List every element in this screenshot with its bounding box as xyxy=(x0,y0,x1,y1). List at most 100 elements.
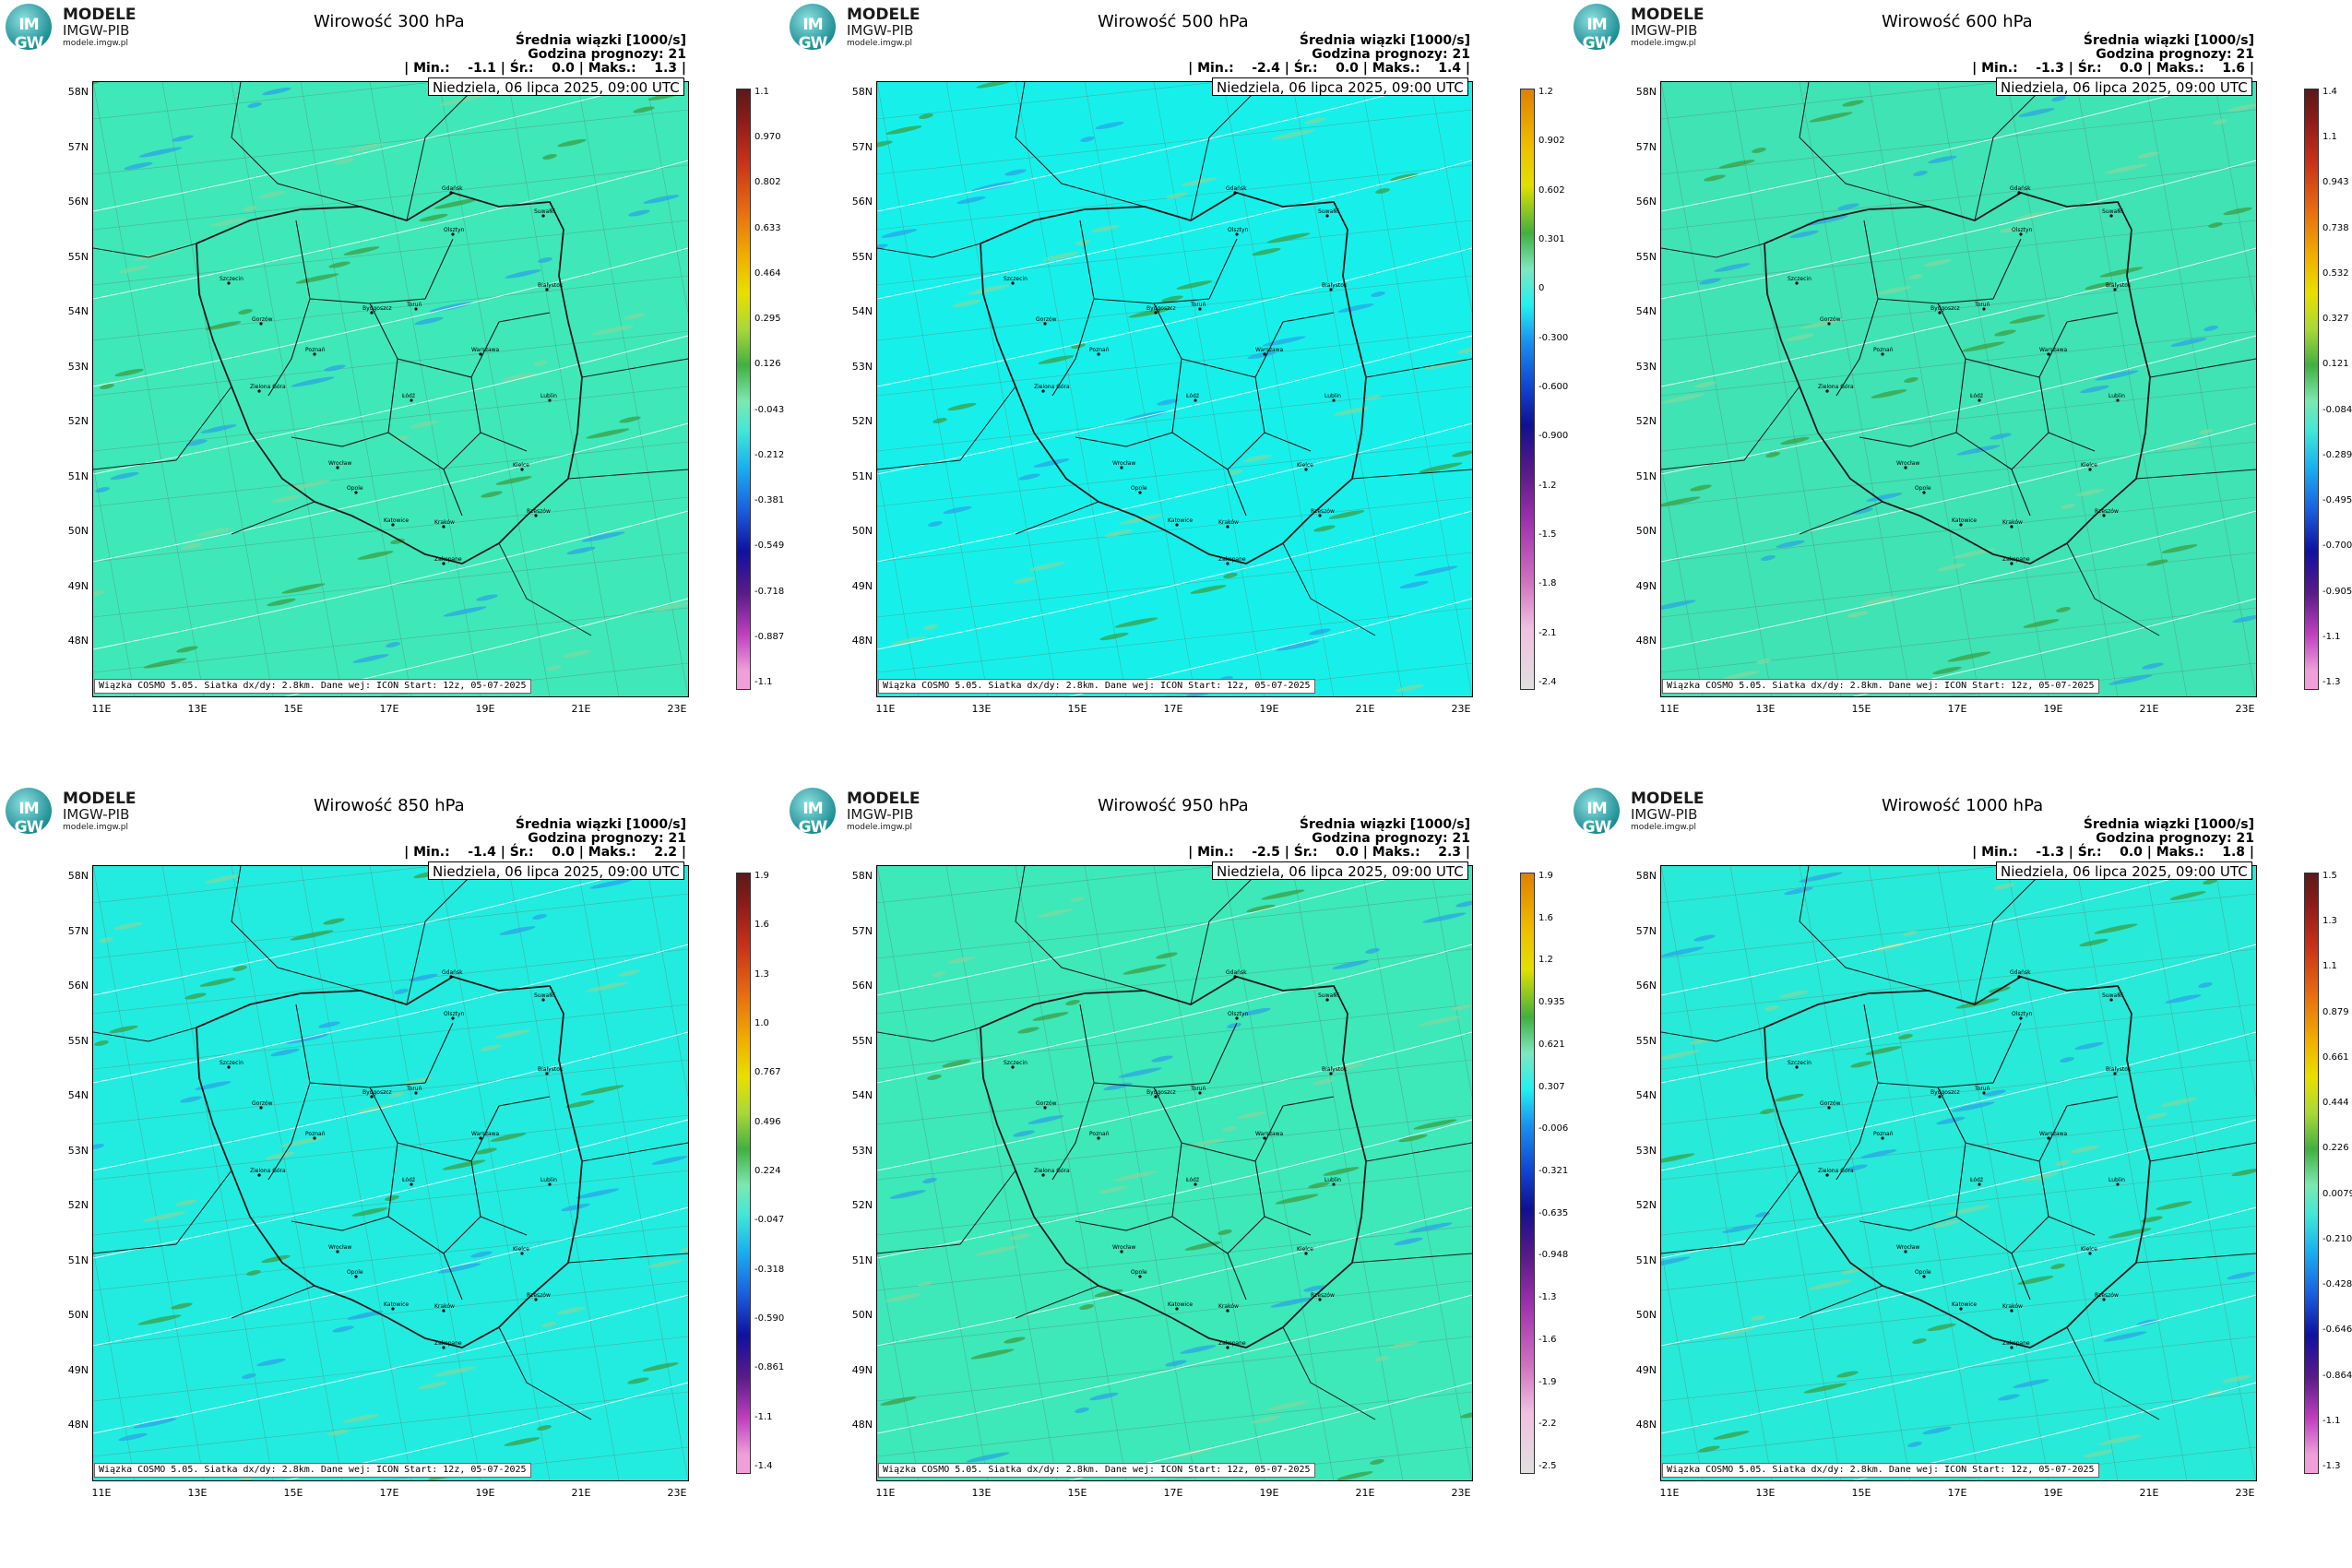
city-label: Olsztyn xyxy=(1228,227,1249,233)
latitude-tick: 50N xyxy=(1635,1309,1657,1321)
stat-label: Średnia wiązki [1000/s] xyxy=(1299,817,1470,832)
forecast-hour: Godzina prognozy: 21 xyxy=(528,831,686,846)
city-dot xyxy=(1011,281,1015,285)
city-dot xyxy=(2088,468,2092,471)
colorbar-tick: -0.887 xyxy=(754,631,785,642)
city-dot xyxy=(1194,1182,1197,1186)
city-dot xyxy=(1959,523,1963,527)
city-dot xyxy=(2113,1072,2117,1075)
city-dot xyxy=(1329,1072,1333,1075)
colorbar-tick: -1.1 xyxy=(2322,1415,2341,1426)
colorbar-tick: -0.321 xyxy=(1538,1166,1569,1176)
city-dot xyxy=(1825,389,1829,393)
colorbar-tick: 0.767 xyxy=(754,1067,781,1078)
city-label: Zielona Góra xyxy=(1818,384,1854,390)
city-dot xyxy=(410,398,413,402)
city-dot xyxy=(520,468,524,471)
colorbar-tick: 1.2 xyxy=(1538,87,1553,97)
logo-line2: IMGW-PIB xyxy=(63,806,130,823)
city-label: Kielce xyxy=(513,462,529,469)
colorbar-tick: 0.224 xyxy=(754,1166,781,1176)
city-label: Wrocław xyxy=(328,1244,351,1251)
colorbar-tick: 1.1 xyxy=(754,87,769,97)
city-dot xyxy=(257,1173,261,1177)
city-dot xyxy=(1318,514,1322,517)
city-dot xyxy=(1978,1182,1981,1186)
colorbar-tick: -1.3 xyxy=(2322,1461,2341,1471)
colorbar-tick: -0.861 xyxy=(754,1362,785,1373)
colorbar-tick: 0 xyxy=(1538,283,1545,294)
imgw-logo-mark: IM GW xyxy=(6,4,52,53)
city-label: Katowice xyxy=(1952,1301,1977,1308)
city-dot xyxy=(227,281,231,285)
city-dot xyxy=(1904,466,1907,469)
longitude-tick: 17E xyxy=(1163,703,1183,715)
city-dot xyxy=(1041,1173,1045,1177)
colorbar-tick: -0.700 xyxy=(2322,540,2352,552)
city-dot xyxy=(2019,232,2023,236)
colorbar-tick: -0.381 xyxy=(754,495,785,506)
longitude-tick: 15E xyxy=(1851,1487,1871,1499)
city-dot xyxy=(2047,352,2050,356)
city-dot xyxy=(1881,1136,1884,1140)
city-dot xyxy=(2010,1346,2013,1349)
model-info: Wiązka COSMO 5.05. Siatka dx/dy: 2.8km. … xyxy=(94,1463,531,1478)
city-label: Suwałki xyxy=(2102,992,2123,999)
longitude-tick: 23E xyxy=(1451,703,1471,715)
colorbar-tick: 0.532 xyxy=(2322,267,2349,279)
longitude-tick: 15E xyxy=(1851,703,1871,715)
forecast-hour: Godzina prognozy: 21 xyxy=(2096,47,2254,62)
city-label: Rzeszów xyxy=(1311,1292,1335,1299)
city-label: Zielona Góra xyxy=(250,1168,286,1174)
colorbar-tick: 1.2 xyxy=(1538,955,1553,966)
longitude-tick: 13E xyxy=(971,1487,992,1499)
city-label: Wrocław xyxy=(328,460,351,467)
colorbar-tick: -1.3 xyxy=(1538,1292,1557,1303)
city-label: Poznań xyxy=(1873,1131,1894,1137)
city-dot xyxy=(1329,288,1333,291)
city-label: Kielce xyxy=(513,1246,529,1253)
city-label: Katowice xyxy=(1168,1301,1193,1308)
city-dot xyxy=(1175,1307,1179,1311)
city-label: Toruń xyxy=(406,1086,422,1092)
latitude-tick: 57N xyxy=(67,140,89,153)
map-panel: IM GW MODELE IMGW-PIB modele.imgw.pl Wir… xyxy=(0,0,784,784)
latitude-tick: 55N xyxy=(1635,1034,1657,1047)
colorbar-tick: 0.738 xyxy=(2322,222,2349,233)
longitude-tick: 21E xyxy=(1355,1487,1375,1499)
city-label: Wrocław xyxy=(1112,460,1135,467)
colorbar-tick: 0.496 xyxy=(754,1116,781,1127)
imgw-logo: IM GW MODELE IMGW-PIB modele.imgw.pl xyxy=(6,788,144,837)
model-info: Wiązka COSMO 5.05. Siatka dx/dy: 2.8km. … xyxy=(878,679,1315,694)
longitude-tick: 17E xyxy=(379,703,399,715)
city-label: Rzeszów xyxy=(2095,508,2119,515)
city-label: Bydgoszcz xyxy=(1930,305,1960,312)
model-info: Wiązka COSMO 5.05. Siatka dx/dy: 2.8km. … xyxy=(1662,1463,2099,1478)
longitude-tick: 15E xyxy=(1067,1487,1087,1499)
city-label: Bydgoszcz xyxy=(1146,305,1176,312)
city-label: Warszawa xyxy=(1255,1131,1284,1137)
longitude-tick: 11E xyxy=(1659,1487,1680,1499)
map-panel: IM GW MODELE IMGW-PIB modele.imgw.pl Wir… xyxy=(784,0,1568,784)
imgw-logo-mark: IM GW xyxy=(790,788,836,837)
city-dot xyxy=(1827,322,1831,326)
city-label: Wrocław xyxy=(1112,1244,1135,1251)
city-label: Kraków xyxy=(1218,519,1239,526)
latitude-tick: 50N xyxy=(1635,525,1657,537)
colorbar-tick: -0.718 xyxy=(754,586,785,597)
city-label: Zakopane xyxy=(434,1340,462,1347)
city-dot xyxy=(2109,998,2113,1002)
city-label: Gdańsk xyxy=(2010,969,2031,976)
city-label: Suwałki xyxy=(534,208,555,215)
city-dot xyxy=(1011,1065,1015,1069)
colorbar-tick: -0.210 xyxy=(2322,1233,2352,1244)
city-dot xyxy=(1120,1250,1123,1253)
stat-label: Średnia wiązki [1000/s] xyxy=(2083,817,2254,832)
city-dot xyxy=(1922,1275,1926,1278)
colorbar xyxy=(1520,873,1535,1474)
latitude-tick: 50N xyxy=(851,525,873,537)
valid-date: Niedziela, 06 lipca 2025, 09:00 UTC xyxy=(1996,861,2252,880)
panel-title: Wirowość 850 hPa xyxy=(314,796,465,815)
city-label: Lublin xyxy=(1324,1177,1341,1183)
city-label: Kraków xyxy=(434,519,455,526)
